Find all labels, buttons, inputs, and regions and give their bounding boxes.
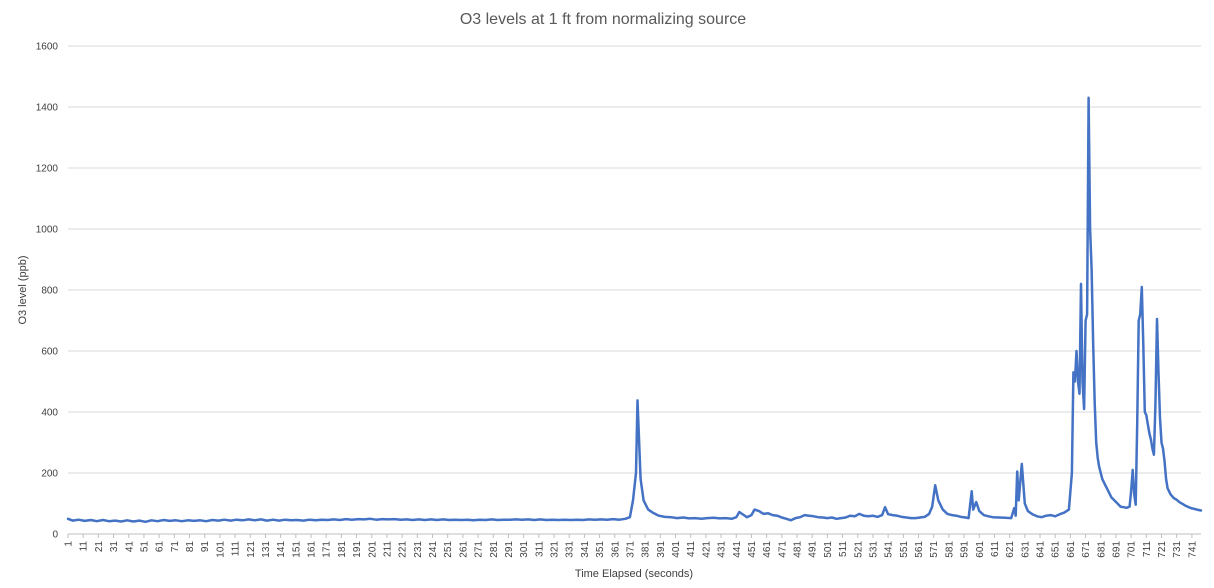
x-tick-label: 431: [717, 541, 728, 558]
x-tick-label: 621: [1005, 541, 1016, 558]
x-tick-label: 291: [504, 541, 515, 558]
x-tick-label: 101: [215, 541, 226, 558]
x-tick-label: 641: [1036, 541, 1047, 558]
x-tick-label: 21: [94, 541, 105, 553]
x-tick-label: 141: [276, 541, 287, 558]
x-tick-label: 701: [1127, 541, 1138, 558]
x-tick-label: 731: [1172, 541, 1183, 558]
x-tick-label: 231: [413, 541, 424, 558]
y-tick-label: 600: [41, 347, 58, 358]
x-tick-label: 511: [838, 541, 849, 557]
x-tick-label: 661: [1066, 541, 1077, 558]
x-tick-label: 251: [443, 541, 454, 558]
x-tick-label: 261: [458, 541, 469, 558]
x-tick-label: 301: [519, 541, 530, 558]
x-tick-label: 401: [671, 541, 682, 558]
x-tick-label: 171: [322, 541, 333, 558]
y-axis-ticks: 0 200 400 600 800 1000 1200 1400 1600: [36, 42, 59, 541]
x-tick-label: 451: [747, 541, 758, 558]
x-tick-label: 371: [625, 541, 636, 558]
x-tick-label: 551: [899, 541, 910, 558]
x-tick-label: 631: [1020, 541, 1031, 558]
x-tick-label: 321: [550, 541, 561, 558]
x-tick-label: 501: [823, 541, 834, 558]
x-tick-label: 521: [853, 541, 864, 558]
x-tick-label: 181: [337, 541, 348, 558]
x-tick-label: 211: [382, 541, 393, 557]
x-tick-label: 241: [428, 541, 439, 558]
y-tick-label: 1600: [36, 42, 59, 53]
x-axis-label: Time Elapsed (seconds): [575, 568, 693, 580]
x-tick-label: 51: [139, 541, 150, 553]
x-tick-label: 61: [155, 541, 166, 553]
x-tick-label: 601: [975, 541, 986, 558]
x-tick-label: 741: [1187, 541, 1198, 558]
x-tick-label: 411: [686, 541, 697, 557]
x-tick-label: 201: [367, 541, 378, 558]
x-tick-label: 281: [489, 541, 500, 558]
x-tick-label: 1: [64, 541, 75, 547]
x-tick-label: 721: [1157, 541, 1168, 558]
x-tick-label: 471: [777, 541, 788, 558]
x-tick-label: 571: [929, 541, 940, 558]
x-tick-label: 71: [170, 541, 181, 553]
x-tick-label: 331: [565, 541, 576, 558]
x-tick-label: 681: [1096, 541, 1107, 558]
x-tick-label: 671: [1081, 541, 1092, 558]
y-axis-label: O3 level (ppb): [17, 255, 29, 324]
x-tick-label: 611: [990, 541, 1001, 557]
x-tick-label: 131: [261, 541, 272, 558]
x-tick-label: 161: [307, 541, 318, 558]
x-tick-label: 351: [595, 541, 606, 558]
x-tick-label: 11: [79, 541, 90, 552]
x-tick-label: 91: [200, 541, 211, 553]
x-tick-label: 381: [641, 541, 652, 558]
x-tick-label: 151: [291, 541, 302, 558]
x-tick-label: 531: [868, 541, 879, 558]
series-layer: [66, 96, 1203, 524]
x-tick-label: 341: [580, 541, 591, 558]
chart-title: O3 levels at 1 ft from normalizing sourc…: [460, 11, 746, 28]
x-tick-label: 31: [109, 541, 120, 553]
x-tick-label: 651: [1051, 541, 1062, 558]
x-tick-label: 81: [185, 541, 196, 553]
x-axis-ticks: 1 11 21 31 41 51 61 71 81 91 101 111 121 131 141 151 161…: [64, 534, 1198, 558]
x-tick-label: 221: [398, 541, 409, 558]
y-tick-label: 200: [41, 469, 58, 480]
x-tick-label: 581: [944, 541, 955, 558]
x-tick-label: 561: [914, 541, 925, 558]
y-tick-label: 0: [52, 530, 58, 541]
x-tick-label: 591: [960, 541, 971, 558]
y-tick-label: 1200: [36, 164, 59, 175]
x-tick-label: 391: [656, 541, 667, 558]
x-tick-label: 481: [793, 541, 804, 558]
x-tick-label: 711: [1142, 541, 1153, 557]
x-tick-label: 311: [534, 541, 545, 557]
x-tick-label: 491: [808, 541, 819, 558]
gridlines: [68, 45, 1201, 535]
y-tick-label: 1000: [36, 225, 59, 236]
y-tick-label: 800: [41, 286, 58, 297]
y-tick-label: 400: [41, 408, 58, 419]
x-tick-label: 111: [231, 541, 242, 557]
x-tick-label: 361: [610, 541, 621, 558]
x-tick-label: 441: [732, 541, 743, 558]
x-tick-label: 41: [124, 541, 135, 553]
y-tick-label: 1400: [36, 103, 59, 114]
x-tick-label: 271: [474, 541, 485, 558]
x-tick-label: 121: [246, 541, 257, 558]
x-tick-label: 191: [352, 541, 363, 558]
series-line-0: [66, 96, 1203, 524]
x-tick-label: 421: [701, 541, 712, 558]
x-tick-label: 691: [1111, 541, 1122, 558]
x-tick-label: 461: [762, 541, 773, 558]
x-tick-label: 541: [884, 541, 895, 558]
